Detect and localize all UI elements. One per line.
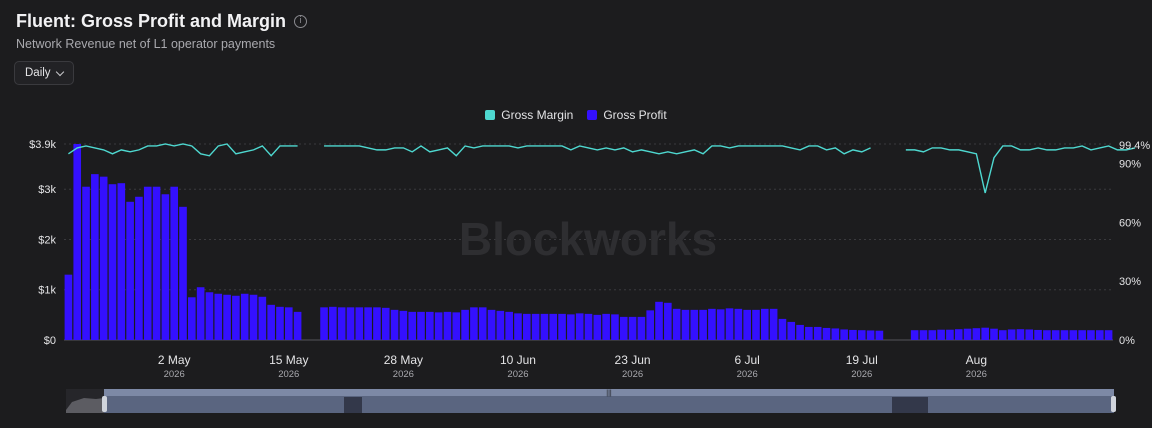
- navigator-gap-1: [344, 397, 362, 413]
- chart-title: Fluent: Gross Profit and Margin: [16, 11, 287, 31]
- legend-swatch-profit: [587, 110, 598, 120]
- navigator-grip-icon[interactable]: |||: [606, 390, 612, 397]
- navigator-gap-2: [892, 397, 928, 413]
- navigator-mini-chart: [66, 398, 104, 413]
- legend-item-gross-margin[interactable]: Gross Margin: [485, 108, 573, 122]
- navigator-left-handle[interactable]: [102, 396, 107, 412]
- chart-subtitle: Network Revenue net of L1 operator payme…: [16, 37, 276, 51]
- info-icon[interactable]: i: [294, 15, 308, 28]
- legend-item-gross-profit[interactable]: Gross Profit: [587, 108, 667, 122]
- navigator-selection-bar[interactable]: [104, 389, 1114, 396]
- legend-swatch-margin: [485, 110, 496, 120]
- legend-label-margin: Gross Margin: [501, 108, 574, 122]
- legend-label-profit: Gross Profit: [603, 108, 667, 122]
- chart-legend: Gross Margin Gross Profit: [0, 108, 1152, 122]
- interval-label: Daily: [25, 67, 51, 79]
- navigator-right-handle[interactable]: [1111, 396, 1116, 412]
- interval-dropdown[interactable]: Daily: [14, 61, 74, 85]
